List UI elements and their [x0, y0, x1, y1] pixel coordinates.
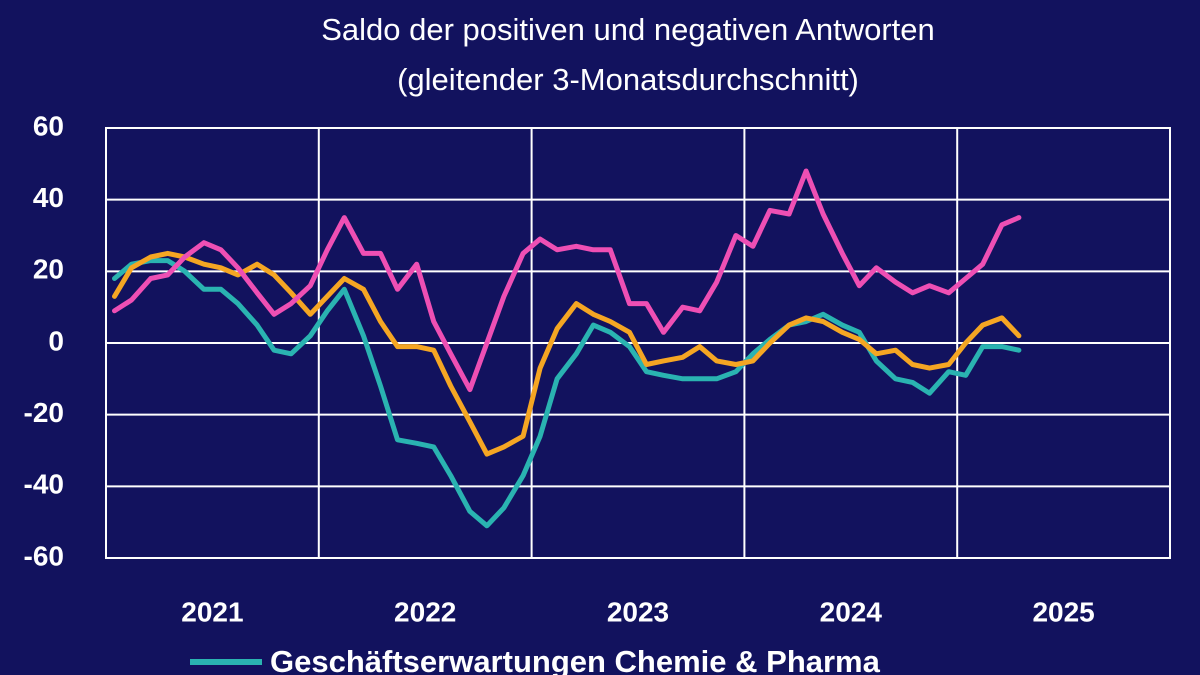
y-tick-label: 40 [33, 182, 64, 213]
chart-subtitle: (gleitender 3-Monatsdurchschnitt) [397, 62, 859, 97]
x-tick-label: 2021 [181, 596, 243, 627]
series-line [112, 168, 1022, 393]
x-tick-label: 2024 [820, 596, 883, 627]
y-tick-label: 20 [33, 254, 64, 285]
legend-label: Geschäftserwartungen Chemie & Pharma [270, 644, 881, 675]
y-tick-label: 0 [48, 325, 64, 356]
chart-title: Saldo der positiven und negativen Antwor… [321, 12, 935, 47]
x-tick-label: 2023 [607, 596, 669, 627]
y-tick-label: -40 [24, 469, 64, 500]
y-tick-label: -60 [24, 540, 64, 571]
x-tick-label: 2022 [394, 596, 456, 627]
y-tick-label: -20 [24, 397, 64, 428]
y-tick-label: 60 [33, 110, 64, 141]
x-tick-label: 2025 [1032, 596, 1094, 627]
series-line [112, 250, 1022, 457]
